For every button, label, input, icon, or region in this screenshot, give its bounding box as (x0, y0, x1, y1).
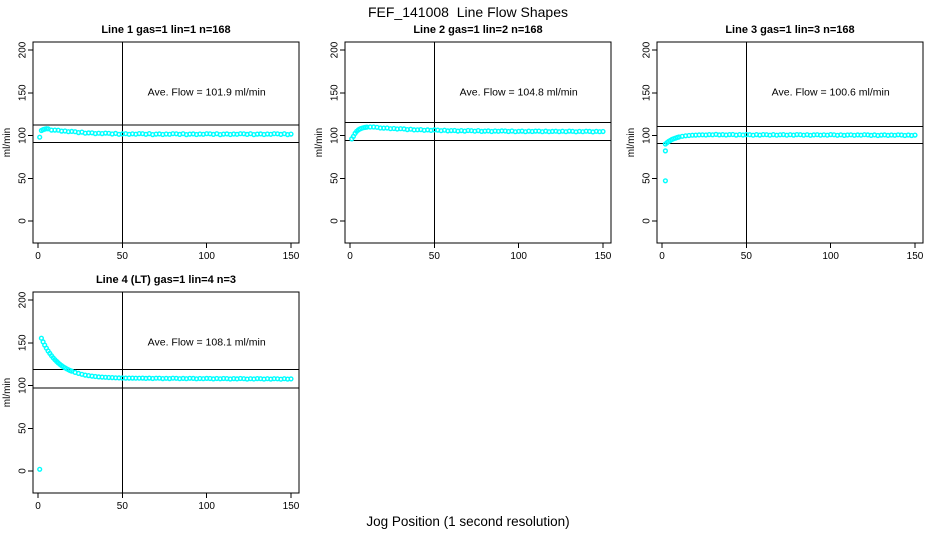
data-points (37, 335, 294, 472)
shared-x-axis-label: Jog Position (1 second resolution) (366, 514, 570, 529)
x-tick-label: 0 (35, 251, 41, 262)
y-tick-label: 150 (18, 334, 29, 351)
y-tick-label: 0 (330, 218, 341, 224)
x-tick-label: 150 (907, 251, 924, 262)
x-tick-label: 0 (659, 251, 665, 262)
y-tick-label: 150 (642, 84, 653, 101)
line3-plot-area: 0 50 100 150 200 0 50 100 150 ml/min Ave. Flow = 1… (626, 41, 924, 262)
y-tick-label: 0 (642, 218, 653, 224)
ave-flow-annotation: Ave. Flow = 100.6 ml/min (772, 86, 890, 98)
x-tick-label: 150 (283, 501, 300, 512)
x-tick-label: 50 (117, 501, 129, 512)
x-tick-label: 0 (35, 501, 41, 512)
y-tick-label: 50 (330, 172, 341, 184)
y-tick-label: 50 (18, 172, 29, 184)
y-tick-label: 200 (642, 41, 653, 58)
y-tick-label: 200 (330, 41, 341, 58)
line2-plot-area: 0 50 100 150 200 0 50 100 150 ml/min Ave. Flow = 1… (314, 41, 612, 262)
y-tick-label: 100 (18, 127, 29, 144)
y-axis-label: ml/min (314, 128, 325, 157)
figure-title: FEF_141008 Line Flow Shapes (367, 4, 568, 20)
line1-plot-area: 0 50 100 150 200 0 50 100 150 ml/min Ave. Flow = 1… (2, 41, 300, 262)
y-tick-label: 150 (330, 84, 341, 101)
x-tick-label: 0 (347, 251, 353, 262)
plot-panel-line4: 0 50 100 150 200 0 50 100 150 ml/min Ave. Flow = 1… (0, 270, 312, 520)
line3-plot-title: Line 3 gas=1 lin=3 n=168 (725, 24, 855, 36)
x-tick-label: 100 (510, 251, 527, 262)
data-points (349, 124, 606, 142)
y-tick-label: 150 (18, 84, 29, 101)
y-tick-label: 50 (18, 422, 29, 434)
ave-flow-annotation: Ave. Flow = 108.1 ml/min (148, 336, 266, 348)
plot-box (32, 291, 300, 494)
x-tick-label: 50 (741, 251, 753, 262)
y-tick-label: 0 (18, 218, 29, 224)
data-points (37, 126, 294, 140)
y-tick-label: 0 (18, 468, 29, 474)
plot-panel-line2: 0 50 100 150 200 0 50 100 150 ml/min Ave. Flow = 1… (312, 20, 624, 270)
y-axis-label: ml/min (2, 378, 13, 407)
x-tick-label: 100 (822, 251, 839, 262)
y-tick-label: 100 (330, 127, 341, 144)
x-tick-label: 50 (117, 251, 129, 262)
plot-box (344, 41, 612, 244)
line4-plot-title: Line 4 (LT) gas=1 lin=4 n=3 (95, 274, 237, 286)
x-tick-label: 150 (283, 251, 300, 262)
plot-box (656, 41, 924, 244)
y-axis-label: ml/min (2, 128, 13, 157)
y-tick-label: 50 (642, 172, 653, 184)
ave-flow-annotation: Ave. Flow = 101.9 ml/min (148, 86, 266, 98)
ave-flow-annotation: Ave. Flow = 104.8 ml/min (460, 86, 578, 98)
plot-panel-line3: 0 50 100 150 200 0 50 100 150 ml/min Ave. Flow = 1… (624, 20, 936, 270)
y-tick-label: 200 (18, 291, 29, 308)
y-tick-label: 100 (18, 377, 29, 394)
plot-panel-line1: 0 50 100 150 200 0 50 100 150 ml/min Ave. Flow = 1… (0, 20, 312, 270)
x-tick-label: 50 (429, 251, 441, 262)
y-axis-label: ml/min (626, 128, 637, 157)
y-tick-label: 200 (18, 41, 29, 58)
data-points (662, 131, 918, 184)
line4-plot-area: 0 50 100 150 200 0 50 100 150 ml/min Ave. Flow = 1… (2, 291, 300, 512)
line2-plot-title: Line 2 gas=1 lin=2 n=168 (413, 24, 543, 36)
y-tick-label: 100 (642, 127, 653, 144)
x-tick-label: 100 (198, 501, 215, 512)
x-tick-label: 100 (198, 251, 215, 262)
line1-plot-title: Line 1 gas=1 lin=1 n=168 (101, 24, 231, 36)
x-tick-label: 150 (595, 251, 612, 262)
